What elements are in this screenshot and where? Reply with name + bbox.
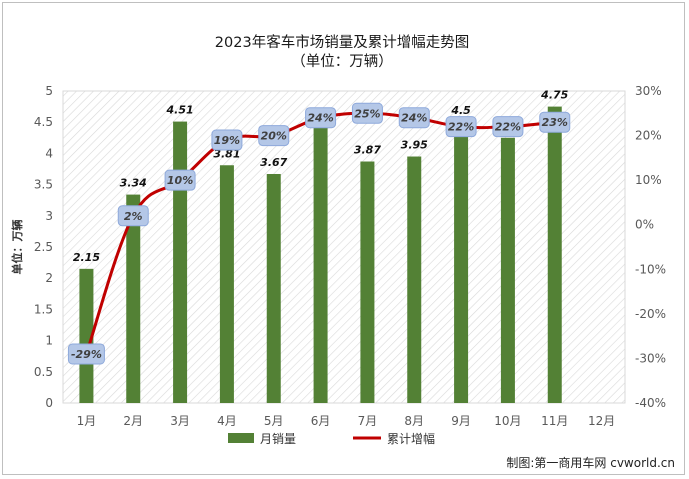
- line-label-box: [211, 129, 243, 151]
- line-data-labels: -29% 2% 10% 19% 20% 24% 25% 24% 22% 22% 23%: [67, 102, 571, 365]
- legend-label-cumulative-growth: 累计增幅: [387, 431, 435, 446]
- line-value-label: 24%: [307, 112, 333, 125]
- line-point-label: 10%: [164, 169, 196, 191]
- line-point-label: 2%: [117, 205, 149, 227]
- x-tick-label: 1月: [77, 414, 97, 428]
- right-tick-label: -40%: [635, 396, 666, 410]
- left-tick-label: 4.5: [34, 115, 53, 129]
- x-tick-label: 9月: [451, 414, 471, 428]
- bar: [173, 121, 188, 404]
- legend-label-monthly-sales: 月销量: [260, 432, 296, 446]
- right-tick-label: -20%: [635, 307, 666, 321]
- line-label-box: [445, 116, 477, 138]
- line-point-label: 22%: [492, 116, 524, 138]
- right-tick-label: -10%: [635, 262, 666, 276]
- line-point-label: 22%: [445, 116, 477, 138]
- bar: [126, 194, 141, 403]
- bar: [313, 123, 328, 403]
- x-tick-label: 5月: [264, 414, 284, 428]
- line-point-label: 20%: [258, 125, 290, 147]
- bar: [500, 137, 515, 404]
- line-value-label: 24%: [401, 112, 427, 125]
- left-tick-label: 0.5: [34, 365, 53, 379]
- bar-value-label: 4.75: [540, 89, 568, 102]
- line-label-box: [398, 107, 430, 129]
- bar: [454, 122, 469, 403]
- left-tick-label: 4: [45, 146, 53, 160]
- chart-subtitle: （单位：万辆）: [291, 53, 393, 70]
- bar-series: [79, 106, 562, 404]
- line-value-label: 20%: [261, 130, 287, 143]
- line-label-box: [305, 107, 337, 129]
- left-tick-label: 2.5: [34, 240, 53, 254]
- bar: [266, 173, 281, 403]
- bar-value-label: 2.15: [73, 251, 100, 264]
- x-tick-label: 6月: [311, 414, 331, 428]
- left-tick-label: 3.5: [34, 178, 53, 192]
- bar-value-label: 4.5: [450, 104, 471, 117]
- bar: [79, 268, 94, 403]
- line-point-label: 24%: [398, 107, 430, 129]
- chart-svg: 2023年客车市场销量及累计增幅走势图 （单位：万辆） 0 0.5 1 1.5 2 2.5…: [10, 34, 675, 470]
- left-tick-label: 5: [45, 84, 53, 98]
- left-axis-ticks: 0 0.5 1 1.5 2 2.5 3 3.5 4 4.5 5: [34, 84, 53, 410]
- chart-frame: 2023年客车市场销量及累计增幅走势图 （单位：万辆） 0 0.5 1 1.5 2 2.5…: [2, 2, 685, 475]
- x-tick-label: 12月: [588, 414, 615, 428]
- line-label-box: [258, 125, 290, 147]
- x-tick-label: 11月: [541, 414, 568, 428]
- x-tick-label: 7月: [358, 414, 378, 428]
- right-tick-label: 30%: [635, 84, 662, 98]
- line-value-label: 25%: [354, 107, 380, 120]
- line-value-label: 23%: [542, 116, 568, 129]
- x-tick-label: 4月: [217, 414, 237, 428]
- x-tick-label: 8月: [404, 414, 424, 428]
- right-axis-ticks: -40% -30% -20% -10% 0% 10% 20% 30%: [635, 84, 666, 410]
- bar: [407, 156, 422, 403]
- line-label-box: [67, 343, 105, 365]
- credit-text: 制图:第一商用车网 cvworld.cn: [506, 455, 675, 470]
- plot-area: [62, 90, 626, 404]
- bar-value-label: 3.95: [401, 139, 428, 152]
- line-label-box: [164, 169, 196, 191]
- bar: [219, 165, 234, 403]
- line-point-label: 19%: [211, 129, 243, 151]
- line-value-label: 10%: [167, 174, 193, 187]
- bar: [547, 106, 562, 403]
- line-value-label: 22%: [448, 121, 474, 134]
- line-value-label: 19%: [214, 134, 240, 147]
- line-label-box: [539, 111, 571, 133]
- right-tick-label: 20%: [635, 129, 662, 143]
- bar-value-label: 3.87: [354, 144, 381, 157]
- left-tick-label: 3: [45, 209, 53, 223]
- line-point-label: -29%: [67, 343, 105, 365]
- left-tick-label: 0: [45, 396, 53, 410]
- line-point-label: 25%: [351, 102, 383, 124]
- x-tick-label: 2月: [123, 414, 143, 428]
- bar-value-label: 4.51: [166, 104, 194, 117]
- line-label-box: [117, 205, 149, 227]
- bar: [360, 161, 375, 403]
- legend: 月销量 累计增幅: [228, 431, 435, 446]
- line-label-box: [351, 102, 383, 124]
- line-point-label: 24%: [305, 107, 337, 129]
- line-point-label: 23%: [539, 111, 571, 133]
- x-tick-label: 3月: [170, 414, 190, 428]
- x-axis-ticks: 1月 2月 3月 4月 5月 6月 7月 8月 9月 10月 11月 12月: [77, 414, 616, 428]
- left-tick-label: 1: [45, 334, 53, 348]
- left-tick-label: 2: [45, 271, 53, 285]
- right-tick-label: -30%: [635, 351, 666, 365]
- legend-swatch-monthly-sales: [228, 433, 254, 443]
- line-value-label: 22%: [495, 121, 521, 134]
- bar-value-label: 3.34: [120, 177, 147, 190]
- line-value-label: 2%: [124, 210, 143, 223]
- x-tick-label: 10月: [494, 414, 521, 428]
- right-tick-label: 0%: [635, 218, 654, 232]
- line-label-box: [492, 116, 524, 138]
- y-axis-label: 单位：万辆: [10, 220, 24, 275]
- right-tick-label: 10%: [635, 173, 662, 187]
- chart-title: 2023年客车市场销量及累计增幅走势图: [215, 34, 469, 51]
- bar-value-label: 3.67: [260, 156, 287, 169]
- left-tick-label: 1.5: [34, 302, 53, 316]
- line-value-label: -29%: [71, 348, 102, 361]
